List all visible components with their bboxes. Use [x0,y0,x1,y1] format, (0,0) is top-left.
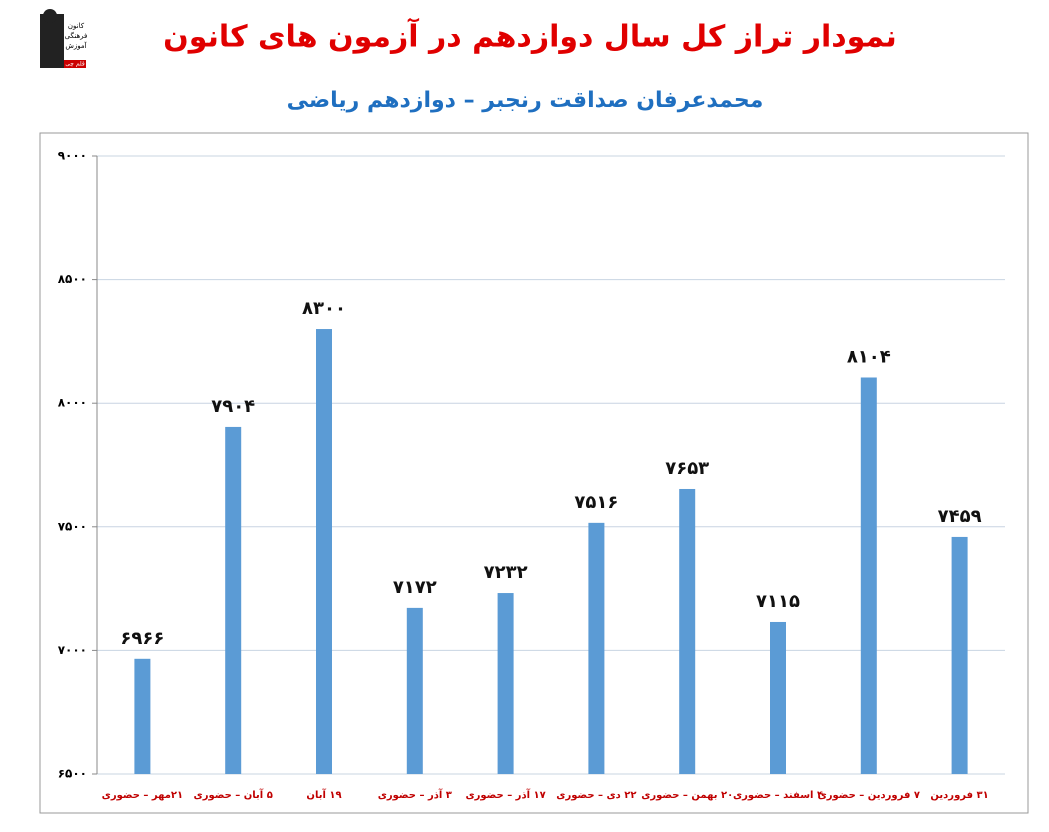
logo-text: آموزش [65,41,87,50]
logo-text: کانون [68,22,85,30]
x-tick-label: ۵ آبان – حضوری [194,788,273,801]
chart-subtitle: محمدعرفان صداقت رنجبر – دوازدهم ریاضی [287,88,764,113]
data-label: ۷۱۷۲ [393,577,437,598]
y-tick-label: ۷۵۰۰ [58,519,87,533]
x-tick-label: ۱۹ آبان [306,788,341,801]
data-label: ۷۱۱۵ [756,591,800,612]
bar [497,593,514,774]
logo-band [64,60,86,68]
x-tick-label: ۲۰ بهمن – حضوری [641,790,733,801]
bar [860,377,877,774]
data-label: ۷۶۵۳ [665,458,709,479]
logo-head [43,9,57,23]
x-tick-label: ۱۷ آذر – حضوری [465,788,545,801]
data-label: ۶۹۶۶ [120,628,164,649]
y-tick-label: ۸۰۰۰ [58,396,87,410]
logo-text: فرهنگی [65,31,88,40]
x-tick-label: ۲۲ دی – حضوری [556,790,636,801]
y-tick-label: ۷۰۰۰ [58,643,87,657]
data-label: ۷۵۱۶ [574,492,618,513]
bar [406,607,423,774]
bar [225,426,242,774]
x-tick-label: ۲۱مهر – حضوری [102,790,183,801]
bar [679,488,696,774]
y-tick-label: ۹۰۰۰ [58,149,87,163]
bar [588,522,605,774]
y-tick-label: ۶۵۰۰ [58,767,87,781]
bar [316,329,332,774]
x-tick-label: ۳۱ فروردین [930,790,988,801]
chart-title: نمودار تراز کل سال دوازدهم در آزمون های … [163,18,897,55]
logo-figure [40,14,64,68]
data-label: ۷۴۵۹ [938,506,982,527]
data-label: ۸۱۰۴ [847,346,891,367]
x-tick-label: ۷ فروردین – حضوری [818,790,920,801]
logo-text: قلم چی [65,61,85,68]
y-tick-label: ۸۵۰۰ [58,272,87,286]
chart-frame [39,132,1029,814]
bar [134,658,151,774]
data-label: ۸۳۰۰ [302,298,346,319]
data-label: ۷۹۰۴ [211,396,255,417]
logo: کانون فرهنگی آموزش قلم چی [40,9,88,68]
bar [951,536,968,774]
bar [770,621,786,774]
x-tick-label: ۳ آذر – حضوری [378,788,452,801]
data-label: ۷۲۳۲ [484,562,528,583]
x-tick-label: ۴ اسفند – حضوری [733,790,823,801]
